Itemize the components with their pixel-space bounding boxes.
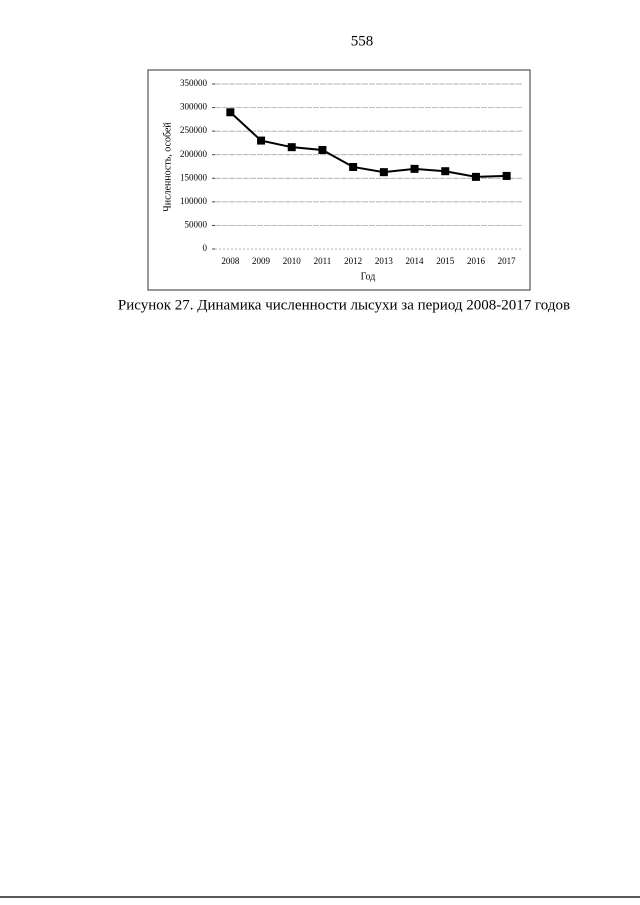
y-tick-label: 50000 xyxy=(185,219,208,229)
x-tick-label: 2017 xyxy=(498,256,517,266)
figure-caption: Рисунок 27. Динамика численности лысухи … xyxy=(118,297,570,313)
y-tick-label: 0 xyxy=(203,243,208,253)
plot-area: 0 50000 100000 150000 200000 250000 300000 3500… xyxy=(180,78,522,266)
data-point xyxy=(471,172,480,181)
x-tick-label: 2008 xyxy=(221,256,240,266)
x-tick-label: 2015 xyxy=(436,256,455,266)
y-tick-label: 350000 xyxy=(180,78,208,88)
x-tick-label: 2013 xyxy=(375,256,394,266)
x-tick-label: 2016 xyxy=(467,256,486,266)
data-point xyxy=(226,108,235,117)
data-point xyxy=(287,143,296,152)
data-point xyxy=(257,136,266,145)
x-tick-label: 2010 xyxy=(283,256,302,266)
data-point xyxy=(441,167,450,176)
y-tick-label: 300000 xyxy=(180,102,208,112)
x-axis-title: Год xyxy=(361,271,376,282)
y-tick-label: 250000 xyxy=(180,125,208,135)
x-tick-label: 2009 xyxy=(252,256,271,266)
data-point xyxy=(379,168,388,177)
y-tick-label: 200000 xyxy=(180,149,208,159)
data-point xyxy=(318,146,327,154)
y-tick-label: 100000 xyxy=(180,196,208,206)
data-point xyxy=(410,164,419,173)
data-line xyxy=(229,111,507,178)
y-axis-title: Численность, особей xyxy=(162,122,173,212)
x-tick-label: 2011 xyxy=(314,256,332,266)
chart-frame xyxy=(147,69,531,291)
page-number: 558 xyxy=(351,33,374,49)
x-tick-label: 2012 xyxy=(344,256,362,266)
data-point xyxy=(502,171,511,180)
data-point xyxy=(349,162,358,171)
y-tick-label: 150000 xyxy=(180,172,208,182)
x-tick-label: 2014 xyxy=(406,256,425,266)
